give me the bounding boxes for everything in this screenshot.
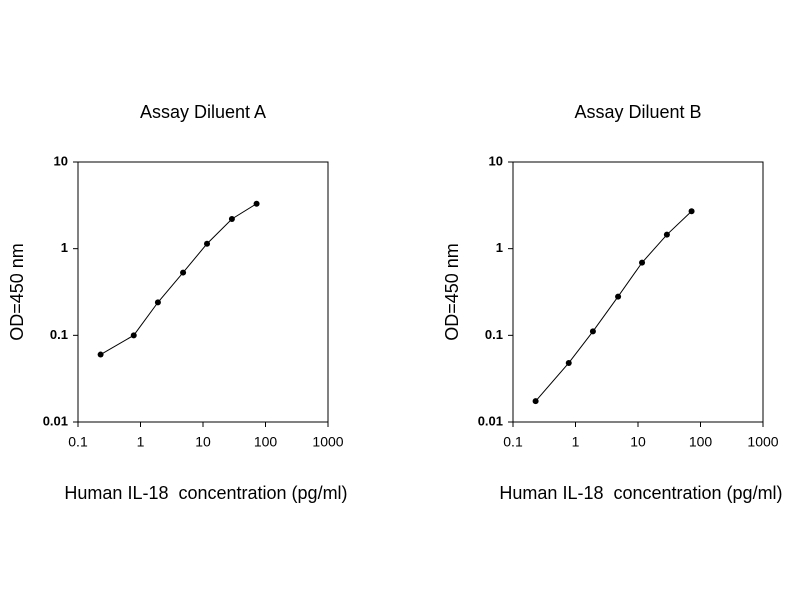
data-point xyxy=(130,332,137,339)
y-tick-label: 0.01 xyxy=(478,413,503,428)
x-tick-label: 1000 xyxy=(312,434,343,450)
x-tick-label: 0.1 xyxy=(68,434,88,450)
data-point xyxy=(154,299,161,306)
x-tick-label: 10 xyxy=(630,434,646,450)
x-tick-label: 0.1 xyxy=(503,434,523,450)
y-tick-label: 0.01 xyxy=(43,413,68,428)
plot-frame xyxy=(512,161,764,423)
y-axis-label: OD=450 nm xyxy=(442,243,462,341)
y-tick-label: 1 xyxy=(61,240,68,255)
data-point xyxy=(615,293,622,300)
series-line xyxy=(535,210,692,402)
x-tick-label: 100 xyxy=(254,434,278,450)
data-point xyxy=(180,269,187,276)
data-point xyxy=(228,215,235,222)
series-line xyxy=(100,203,257,355)
data-point xyxy=(565,359,572,366)
x-tick-label: 1 xyxy=(137,434,145,450)
chart-title: Assay Diluent A xyxy=(140,102,266,122)
data-point xyxy=(663,231,670,238)
data-point xyxy=(639,259,646,266)
chart-title: Assay Diluent B xyxy=(574,102,701,122)
data-point xyxy=(97,351,104,358)
y-tick-label: 0.1 xyxy=(50,327,68,342)
data-point xyxy=(253,200,260,207)
x-tick-label: 1 xyxy=(572,434,580,450)
data-point xyxy=(589,328,596,335)
data-point xyxy=(688,208,695,215)
data-point xyxy=(204,240,211,247)
y-tick-label: 1 xyxy=(496,240,503,255)
x-tick-label: 10 xyxy=(195,434,211,450)
y-tick-label: 10 xyxy=(54,153,68,168)
data-point xyxy=(532,398,539,405)
x-axis-label: Human IL-18 concentration (pg/ml) xyxy=(499,483,782,503)
y-axis-label: OD=450 nm xyxy=(7,243,27,341)
y-tick-label: 10 xyxy=(489,153,503,168)
x-axis-label: Human IL-18 concentration (pg/ml) xyxy=(64,483,347,503)
x-tick-label: 1000 xyxy=(747,434,778,450)
plot-frame xyxy=(77,161,329,423)
y-tick-label: 0.1 xyxy=(485,327,503,342)
x-tick-label: 100 xyxy=(689,434,713,450)
